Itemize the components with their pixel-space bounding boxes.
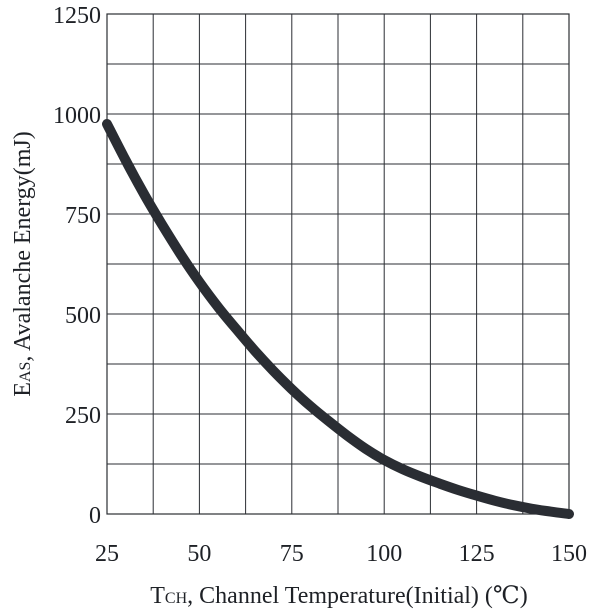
y-axis-label-rest: , Avalanche Energy(mJ) <box>10 131 36 361</box>
series-line <box>102 119 574 519</box>
y-tick-label: 1000 <box>53 103 101 129</box>
x-tick-label: 75 <box>280 541 304 567</box>
y-tick-label: 250 <box>65 403 101 429</box>
x-tick-label: 25 <box>95 541 119 567</box>
x-axis-label-sub: CH <box>165 590 188 607</box>
y-axis-label-sub: AS <box>17 362 34 382</box>
x-axis-label-rest: , Channel Temperature(Initial) (℃) <box>187 583 528 609</box>
y-tick-labels: 0 250 500 750 1000 1250 <box>53 3 101 529</box>
y-axis-label-main: E <box>10 382 36 397</box>
y-tick-label: 750 <box>65 203 101 229</box>
x-tick-label: 50 <box>187 541 211 567</box>
y-tick-label: 1250 <box>53 3 101 29</box>
y-axis-label: EAS, Avalanche Energy(mJ) <box>10 131 36 397</box>
x-tick-label: 150 <box>551 541 587 567</box>
x-tick-label: 100 <box>366 541 402 567</box>
series-layer <box>102 119 574 519</box>
y-tick-label: 500 <box>65 303 101 329</box>
x-axis-label: TCH, Channel Temperature(Initial) (℃) <box>150 583 528 609</box>
grid-lines <box>107 14 569 514</box>
plot-frame <box>106 13 570 515</box>
x-tick-labels: 25 50 75 100 125 150 <box>95 541 587 567</box>
y-tick-label: 0 <box>89 503 101 529</box>
x-axis-label-main: T <box>150 583 165 609</box>
x-tick-label: 125 <box>459 541 495 567</box>
